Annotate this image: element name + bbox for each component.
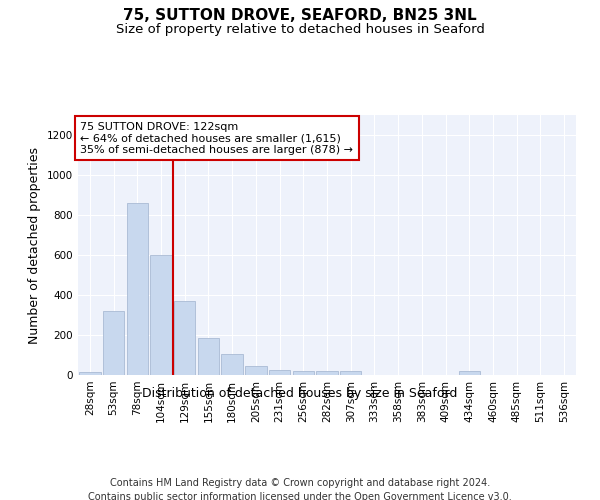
Bar xyxy=(174,301,196,375)
Bar xyxy=(293,371,314,375)
Bar xyxy=(151,255,172,375)
Bar xyxy=(221,354,243,375)
Text: Contains HM Land Registry data © Crown copyright and database right 2024.
Contai: Contains HM Land Registry data © Crown c… xyxy=(88,478,512,500)
Bar xyxy=(269,370,290,375)
Bar xyxy=(458,371,480,375)
Bar xyxy=(316,371,338,375)
Text: 75, SUTTON DROVE, SEAFORD, BN25 3NL: 75, SUTTON DROVE, SEAFORD, BN25 3NL xyxy=(123,8,477,22)
Bar xyxy=(127,203,148,375)
Text: Size of property relative to detached houses in Seaford: Size of property relative to detached ho… xyxy=(116,22,484,36)
Bar xyxy=(79,372,101,375)
Bar xyxy=(198,338,219,375)
Bar xyxy=(340,371,361,375)
Bar xyxy=(245,366,266,375)
Bar xyxy=(103,311,124,375)
Y-axis label: Number of detached properties: Number of detached properties xyxy=(28,146,41,344)
Text: 75 SUTTON DROVE: 122sqm
← 64% of detached houses are smaller (1,615)
35% of semi: 75 SUTTON DROVE: 122sqm ← 64% of detache… xyxy=(80,122,353,154)
Text: Distribution of detached houses by size in Seaford: Distribution of detached houses by size … xyxy=(142,388,458,400)
